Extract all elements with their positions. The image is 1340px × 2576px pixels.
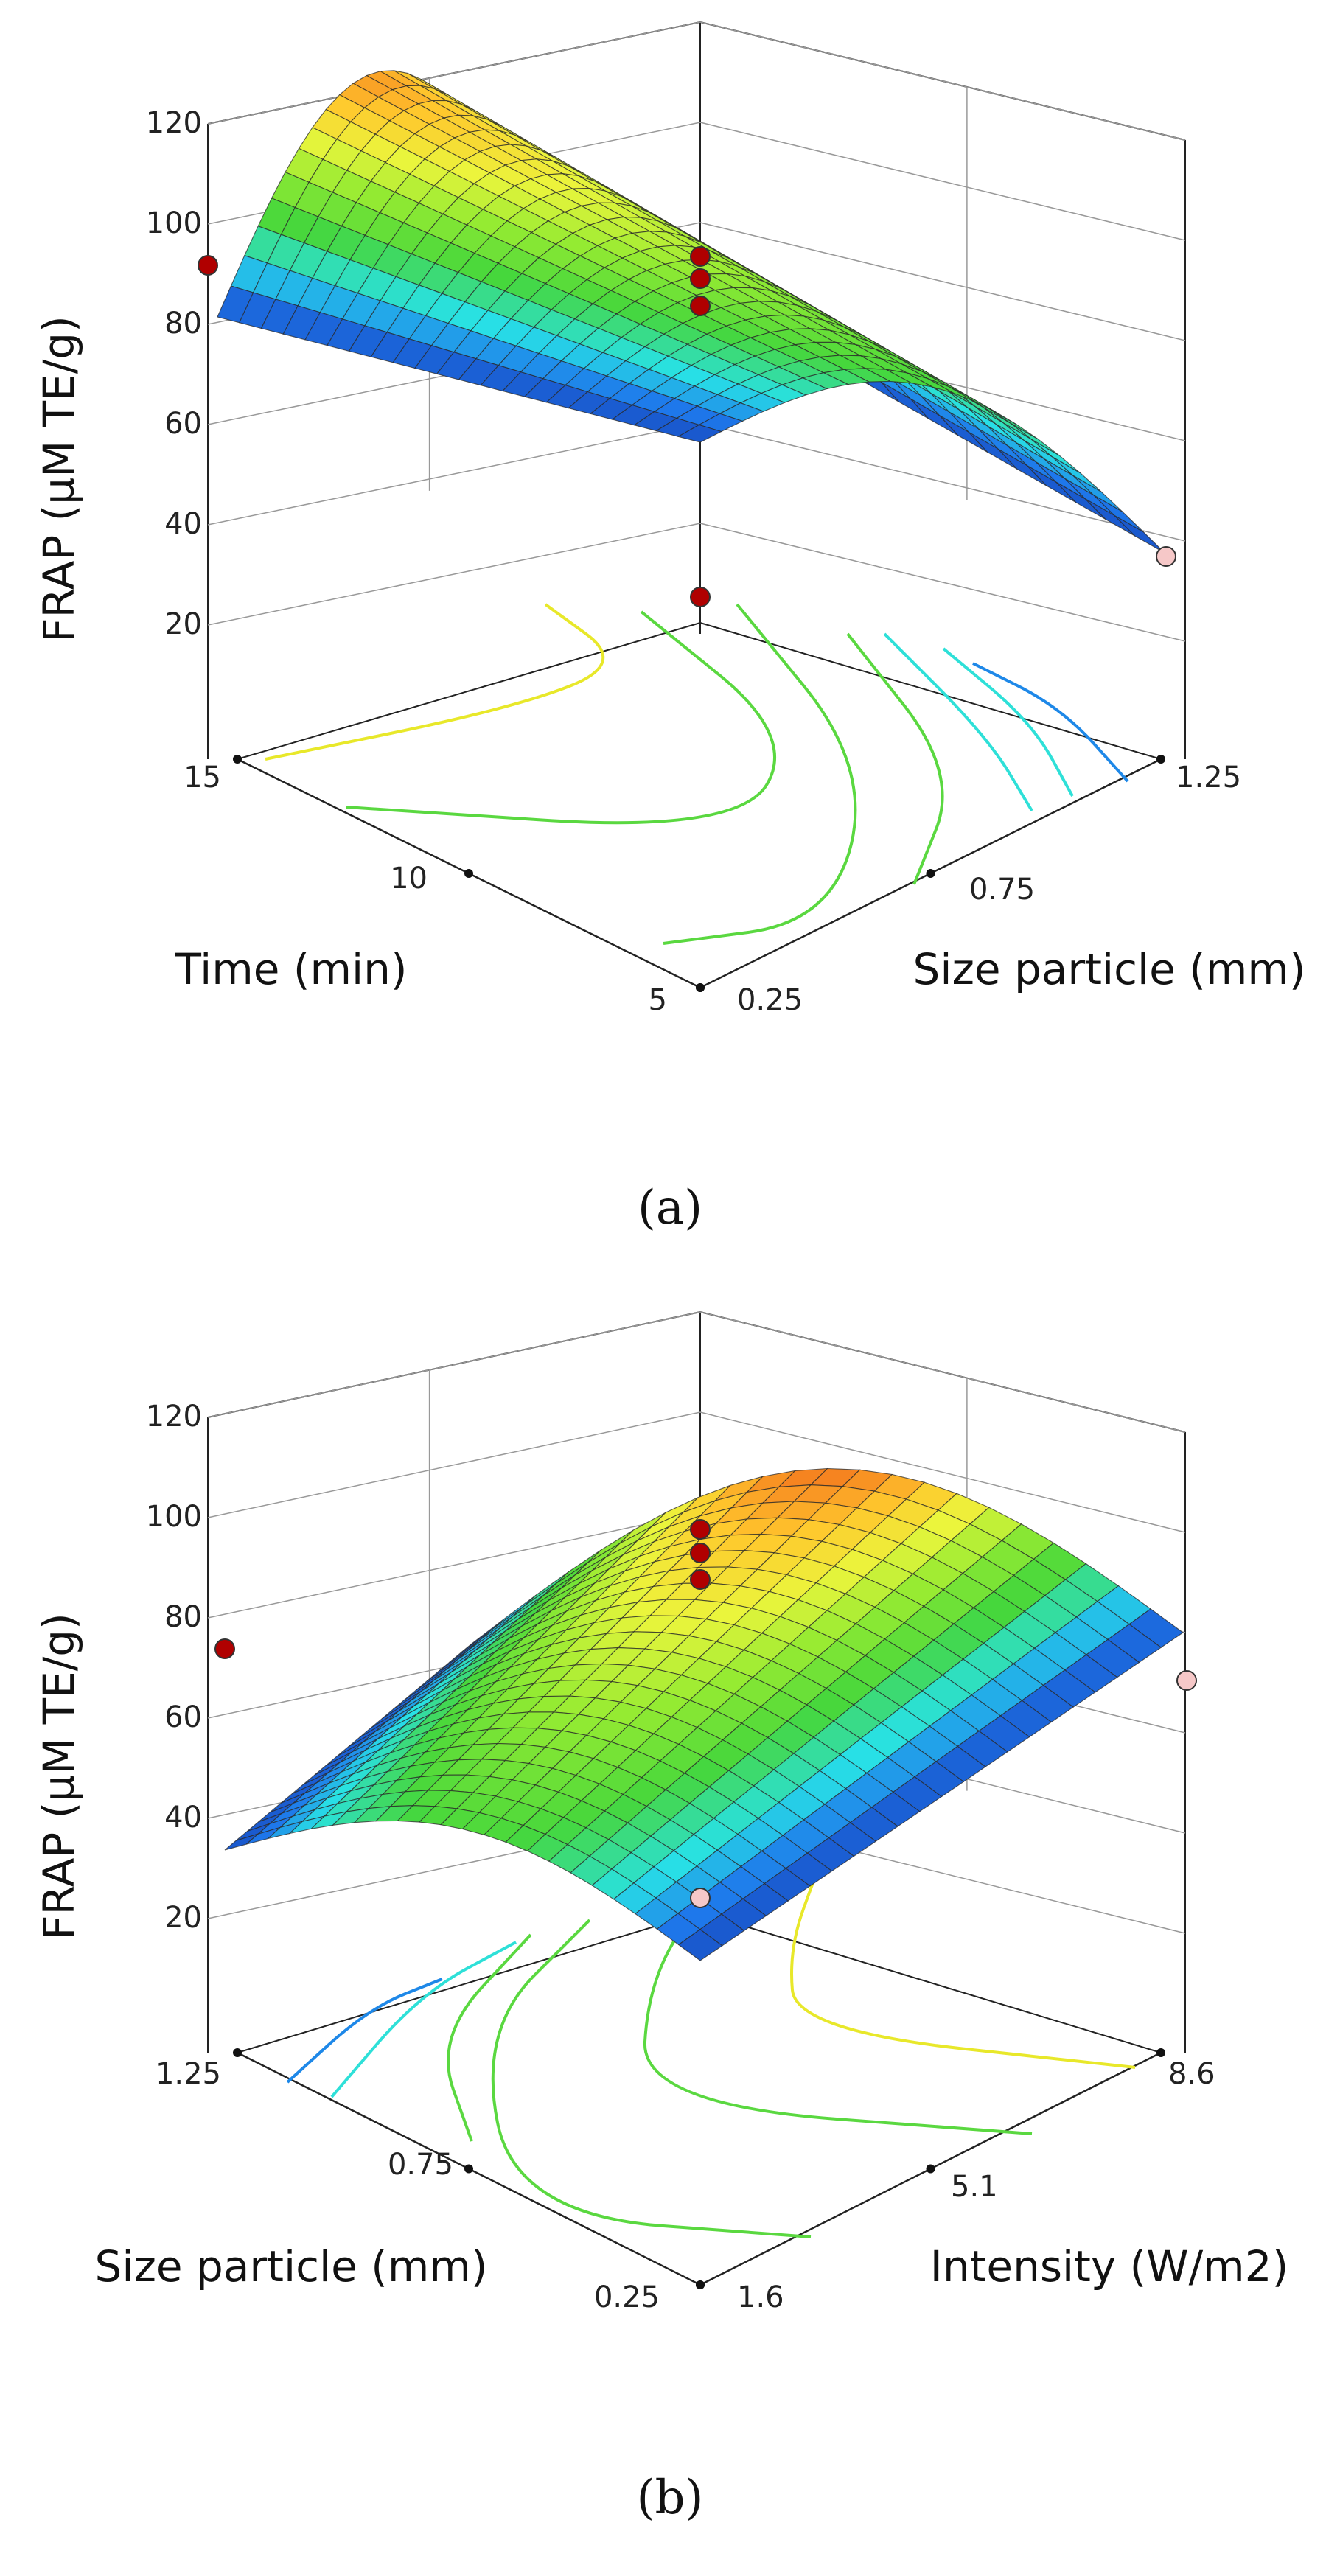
design-point: [1156, 546, 1176, 567]
design-point: [690, 1519, 711, 1540]
wall-grid-left-0: [207, 523, 701, 626]
y-tick-label: 5.1: [951, 2170, 998, 2204]
floor-contour-2: [491, 1919, 812, 2238]
design-point: [690, 268, 711, 289]
base-tick-dot-l0: [233, 755, 242, 764]
floor-contour-1: [643, 1889, 1033, 2135]
design-points: [214, 1519, 1197, 1908]
x-tick-label: 15: [184, 761, 221, 795]
z-axis-ticks: 20 40 60 80 100 120: [146, 106, 202, 641]
wall-grid-right-3: [699, 222, 1186, 341]
x-tick-label: 10: [390, 862, 428, 896]
y-tick-label: 0.25: [737, 983, 803, 1017]
floor-contour-6: [972, 662, 1129, 783]
z-tick-label: 60: [164, 1700, 202, 1734]
z-tick-label: 120: [146, 106, 202, 140]
z-tick-label: 40: [164, 507, 202, 541]
base-tick-dot-r2: [1156, 755, 1165, 764]
floor-contour-4: [330, 1941, 517, 2098]
x-tick-label: 1.25: [156, 2057, 221, 2091]
floor-back-right: [699, 1912, 1162, 2053]
base-tick-dot-l2: [696, 983, 705, 992]
wall-grid-left-5: [207, 21, 701, 125]
floor-contour-4: [883, 632, 1033, 812]
z-tick-label: 80: [164, 1600, 202, 1634]
y-axis-title: Intensity (W/m2): [930, 2241, 1288, 2291]
y-tick-label: 1.25: [1176, 761, 1241, 795]
floor-contour-2: [663, 603, 857, 945]
caption: (b): [637, 2471, 704, 2525]
design-point: [1176, 1670, 1197, 1691]
floor-contour-0: [790, 1868, 1136, 2069]
design-point: [690, 587, 711, 607]
z-tick-label: 40: [164, 1801, 202, 1835]
floor-contour-3: [846, 632, 944, 885]
design-points: [198, 246, 1176, 607]
x-tick-label: 5: [649, 983, 667, 1017]
wall-grid-left-1: [207, 422, 701, 526]
z-tick-label: 100: [146, 1500, 202, 1534]
chart-a: 20 40 60 80 100 120 FRAP (µM TE/g) 15 10 5 0.25 0.7…: [0, 0, 1340, 1286]
base-tick-dot-l0: [233, 2048, 242, 2057]
floor-back-left: [237, 1912, 701, 2053]
wall-grid-right-1: [699, 422, 1186, 542]
z-axis-title: FRAP (µM TE/g): [34, 1613, 84, 1939]
z-tick-label: 20: [164, 1901, 202, 1935]
floor: [233, 1868, 1165, 2289]
z-axis-title: FRAP (µM TE/g): [34, 315, 84, 642]
surface-cell: [677, 424, 723, 443]
base-tick-dot-l1: [464, 869, 473, 878]
wall-grid-right-4: [699, 122, 1186, 241]
response-surface: [217, 70, 1165, 554]
x-axis-title: Size particle (mm): [95, 2241, 488, 2291]
design-point: [690, 296, 711, 316]
z-tick-label: 80: [164, 307, 202, 341]
y-axis-title: Size particle (mm): [913, 944, 1306, 994]
wall-grid-right-5: [699, 1311, 1186, 1433]
chart-a-svg: 20 40 60 80 100 120 FRAP (µM TE/g) 15 10 5 0.25 0.7…: [34, 21, 1306, 1235]
wall-grid-right-4: [699, 1411, 1186, 1533]
floor-contour-3: [447, 1933, 532, 2142]
x-tick-label: 0.25: [594, 2280, 660, 2314]
design-point: [214, 1638, 235, 1659]
x-axis-title: Time (min): [174, 944, 407, 994]
floor-contour-5: [942, 647, 1074, 797]
x-tick-label: 0.75: [388, 2148, 453, 2182]
floor-contour-5: [286, 1978, 443, 2084]
base-tick-dot-r1: [926, 869, 935, 878]
floor-back-right: [699, 622, 1162, 760]
y-tick-label: 1.6: [737, 2280, 784, 2314]
floor: [233, 603, 1165, 992]
base-tick-dot-r1: [926, 2164, 935, 2174]
design-point: [690, 1888, 711, 1908]
floor-back-left: [237, 622, 701, 760]
design-point: [198, 255, 218, 276]
z-tick-label: 100: [146, 206, 202, 240]
surface-cell: [677, 1929, 723, 1961]
base-tick-dot-l1: [464, 2164, 473, 2174]
chart-b-svg: 20 40 60 80 100 120 FRAP (µM TE/g) 1.25 0.75 0.25…: [34, 1311, 1288, 2525]
z-tick-label: 120: [146, 1400, 202, 1434]
floor-contour-1: [346, 610, 777, 825]
y-tick-label: 0.75: [969, 873, 1035, 907]
wall-grid-left-3: [207, 1512, 701, 1619]
base-tick-dot-r2: [1156, 2048, 1165, 2057]
design-point: [690, 1569, 711, 1590]
z-tick-label: 60: [164, 407, 202, 441]
z-axis-ticks: 20 40 60 80 100 120: [146, 1400, 202, 1935]
base-tick-dot-l2: [696, 2280, 705, 2289]
wall-grid-left-4: [207, 1411, 701, 1518]
y-tick-label: 8.6: [1168, 2057, 1215, 2091]
floor-contour-0: [265, 603, 605, 761]
chart-b: 20 40 60 80 100 120 FRAP (µM TE/g) 1.25 0.75 0.25…: [0, 1286, 1340, 2576]
wall-grid-left-5: [207, 1311, 701, 1418]
wall-grid-right-0: [699, 523, 1186, 642]
design-point: [690, 1543, 711, 1563]
response-surface: [224, 1467, 1184, 1961]
design-point: [690, 246, 711, 267]
wall-grid-right-5: [699, 21, 1186, 141]
caption: (a): [638, 1181, 702, 1235]
z-tick-label: 20: [164, 607, 202, 641]
